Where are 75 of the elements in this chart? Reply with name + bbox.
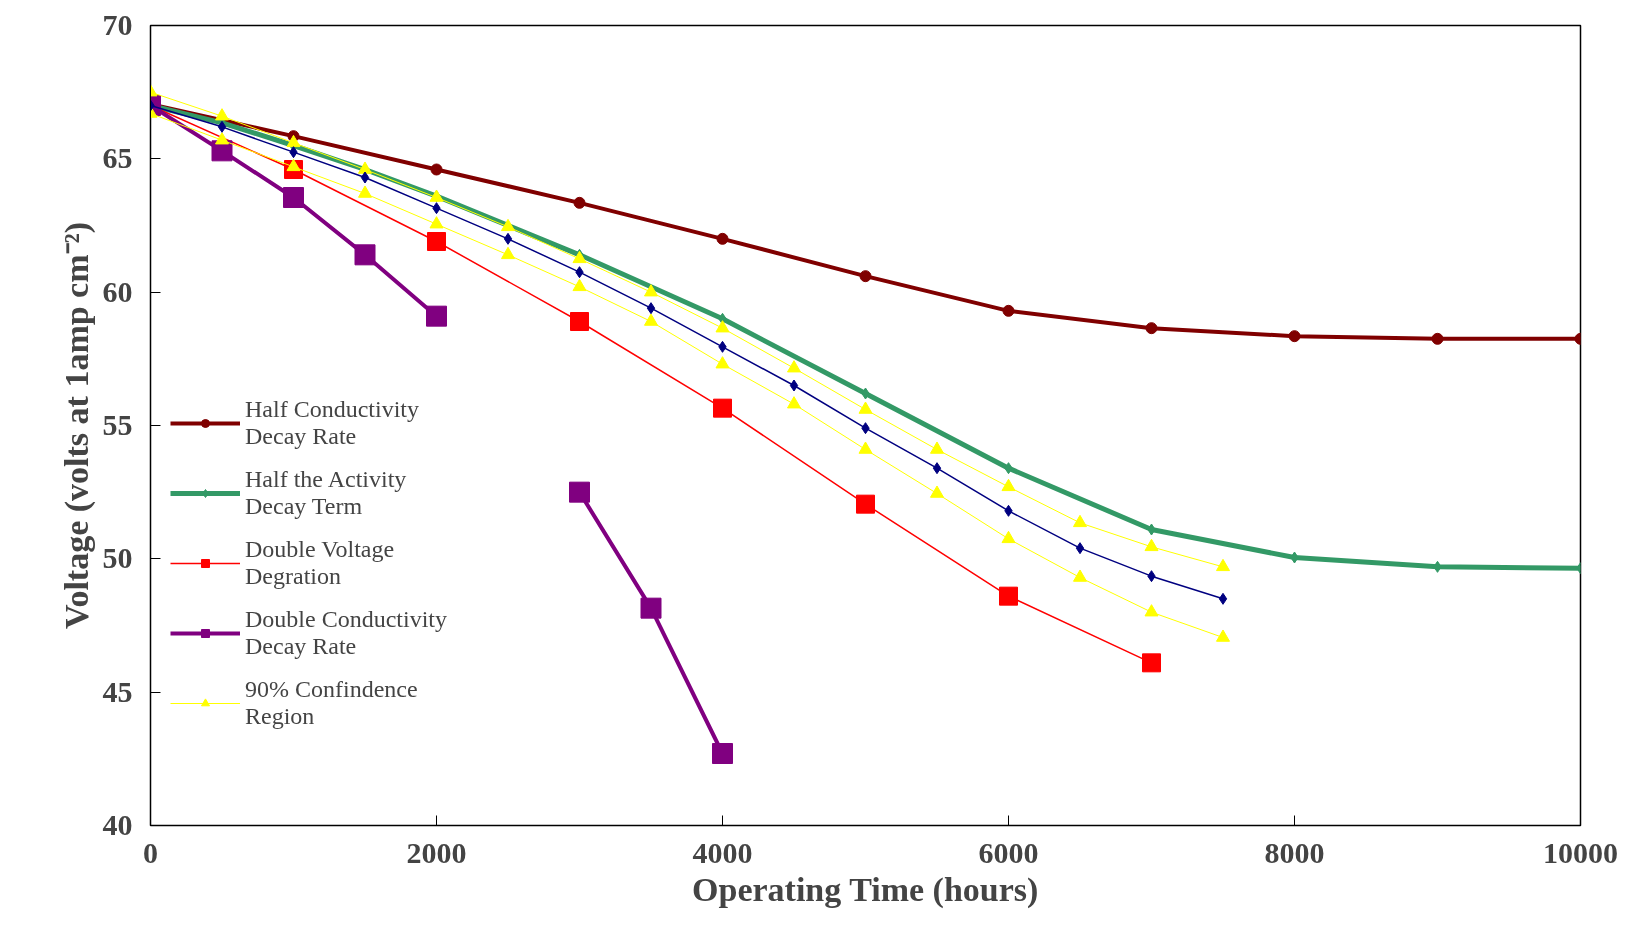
point <box>570 312 589 331</box>
point <box>712 743 733 764</box>
point <box>1431 332 1444 345</box>
point <box>1073 514 1087 528</box>
point <box>503 232 513 245</box>
point <box>930 485 944 498</box>
point <box>713 398 732 418</box>
point <box>426 305 447 327</box>
point <box>715 356 730 369</box>
y-axis-title: Voltage (volts at 1amp cm⁻²) <box>57 221 96 630</box>
point <box>358 185 372 198</box>
point <box>215 108 229 121</box>
point <box>430 163 443 176</box>
point <box>1142 653 1161 673</box>
point <box>787 360 801 373</box>
point <box>716 232 729 245</box>
point <box>787 396 801 409</box>
legend-label: Half Conductivity Decay Rate <box>245 396 419 450</box>
point <box>427 232 446 251</box>
point <box>501 218 515 232</box>
point <box>1218 592 1228 605</box>
point <box>856 494 875 514</box>
legend-label: Half the Activity Decay Term <box>245 466 407 520</box>
point <box>283 187 304 208</box>
point <box>644 313 658 326</box>
point <box>1001 530 1016 544</box>
point <box>429 216 444 229</box>
point <box>932 462 942 475</box>
point <box>501 246 515 260</box>
point <box>858 401 873 414</box>
y-tick-label: 70 <box>102 8 133 41</box>
y-tick-label: 65 <box>102 141 133 175</box>
x-tick-label: 2000 <box>406 835 467 869</box>
x-tick-label: 6000 <box>978 835 1039 869</box>
point <box>1075 542 1085 555</box>
x-tick-label: 8000 <box>1264 835 1325 869</box>
point <box>1001 478 1016 492</box>
point <box>789 379 799 392</box>
point <box>215 132 229 145</box>
y-tick-label: 45 <box>102 674 133 708</box>
x-tick-label: 10000 <box>1543 835 1618 869</box>
legend-label: 90% Confindence Region <box>245 676 418 730</box>
point <box>646 302 656 315</box>
point <box>354 244 376 266</box>
point <box>644 284 658 297</box>
y-tick-label: 60 <box>102 274 133 308</box>
point <box>1216 629 1230 642</box>
point <box>572 278 587 292</box>
point <box>999 586 1018 606</box>
point <box>858 441 873 454</box>
point <box>1216 558 1230 572</box>
point <box>1073 569 1087 582</box>
point <box>640 597 662 619</box>
y-tick-label: 55 <box>102 408 133 441</box>
y-tick-label: 50 <box>102 541 133 575</box>
point <box>859 270 872 283</box>
legend-label: Double Voltage Degration <box>245 536 395 590</box>
point <box>573 196 586 209</box>
point <box>217 120 227 133</box>
point <box>1288 330 1301 343</box>
point <box>1145 322 1158 335</box>
x-tick-label: 4000 <box>692 835 753 869</box>
point <box>286 134 301 148</box>
point <box>360 171 370 184</box>
point <box>569 481 590 503</box>
point <box>1002 304 1015 317</box>
x-axis-title: Operating Time (hours) <box>692 870 1039 909</box>
point <box>286 158 301 172</box>
point <box>1144 604 1159 617</box>
y-tick-label: 40 <box>102 808 133 841</box>
x-tick-label: 0 <box>143 835 158 869</box>
point <box>715 320 730 333</box>
point <box>930 441 944 454</box>
point <box>1144 538 1159 552</box>
legend-label: Double Conductivity Decay Rate <box>245 606 447 660</box>
